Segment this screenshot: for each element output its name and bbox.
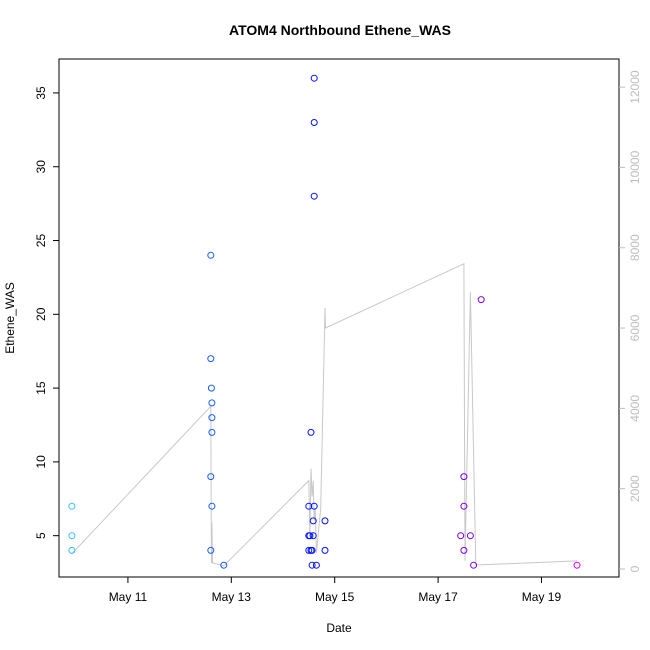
data-point: [307, 428, 315, 436]
y-tick-label: 20: [34, 307, 48, 321]
y2-tick-label: 4000: [628, 395, 642, 422]
data-point: [207, 473, 215, 481]
data-point: [305, 546, 313, 554]
x-tick-label: May 19: [522, 590, 562, 604]
data-point: [460, 546, 468, 554]
data-point: [208, 428, 216, 436]
data-point: [68, 546, 76, 554]
y2-tick-label: 0: [628, 565, 642, 572]
data-point: [207, 251, 215, 259]
data-point: [321, 517, 329, 525]
data-point: [457, 532, 465, 540]
point-layer: [68, 74, 581, 569]
line-layer: [71, 263, 578, 567]
y2-tick-label: 8000: [628, 234, 642, 261]
data-point: [207, 546, 215, 554]
data-point: [310, 192, 318, 200]
data-point: [312, 561, 320, 569]
data-point: [470, 561, 478, 569]
x-tick-label: May 13: [212, 590, 252, 604]
data-point: [306, 532, 314, 540]
y-tick-label: 5: [34, 532, 48, 539]
data-point: [208, 399, 216, 407]
y-tick-label: 25: [34, 234, 48, 248]
data-point: [305, 502, 313, 510]
data-point: [68, 502, 76, 510]
y2-tick-label: 2000: [628, 475, 642, 502]
data-point: [308, 546, 316, 554]
data-point: [321, 546, 329, 554]
chart-title: ATOM4 Northbound Ethene_WAS: [229, 22, 451, 38]
plot-frame: [58, 58, 620, 578]
data-point: [68, 532, 76, 540]
data-point: [309, 532, 317, 540]
y2-tick-label: 12000: [628, 70, 642, 104]
y-axis: 5 10 15 20 25 30 35: [34, 86, 59, 539]
data-point: [207, 355, 215, 363]
series-line: [71, 263, 578, 567]
x-tick-label: May 15: [315, 590, 355, 604]
x-axis-label: Date: [326, 621, 352, 635]
data-point: [310, 502, 318, 510]
data-point: [310, 119, 318, 126]
x-tick-label: May 11: [109, 590, 148, 604]
data-point: [207, 384, 215, 392]
y2-tick-label: 6000: [628, 314, 642, 341]
data-point: [208, 414, 216, 422]
data-point: [310, 74, 318, 82]
y-tick-label: 30: [34, 160, 48, 174]
y-axis-label: Ethene_WAS: [3, 282, 17, 354]
x-axis: May 11 May 13 May 15 May 17 May 19: [109, 577, 562, 604]
data-point: [208, 502, 216, 510]
data-point: [573, 561, 581, 569]
data-point: [460, 473, 468, 481]
data-point: [466, 532, 474, 540]
y-tick-label: 35: [34, 86, 48, 100]
data-point: [309, 517, 317, 525]
y-tick-label: 15: [34, 381, 48, 395]
data-point: [308, 561, 316, 569]
data-point: [460, 502, 468, 510]
y2-tick-label: 10000: [628, 150, 642, 184]
y2-axis: 0 2000 4000 6000 8000 10000 12000: [619, 70, 642, 572]
y-tick-label: 10: [34, 455, 48, 469]
data-point: [220, 561, 228, 569]
data-point: [477, 296, 485, 304]
x-tick-label: May 17: [418, 590, 458, 604]
